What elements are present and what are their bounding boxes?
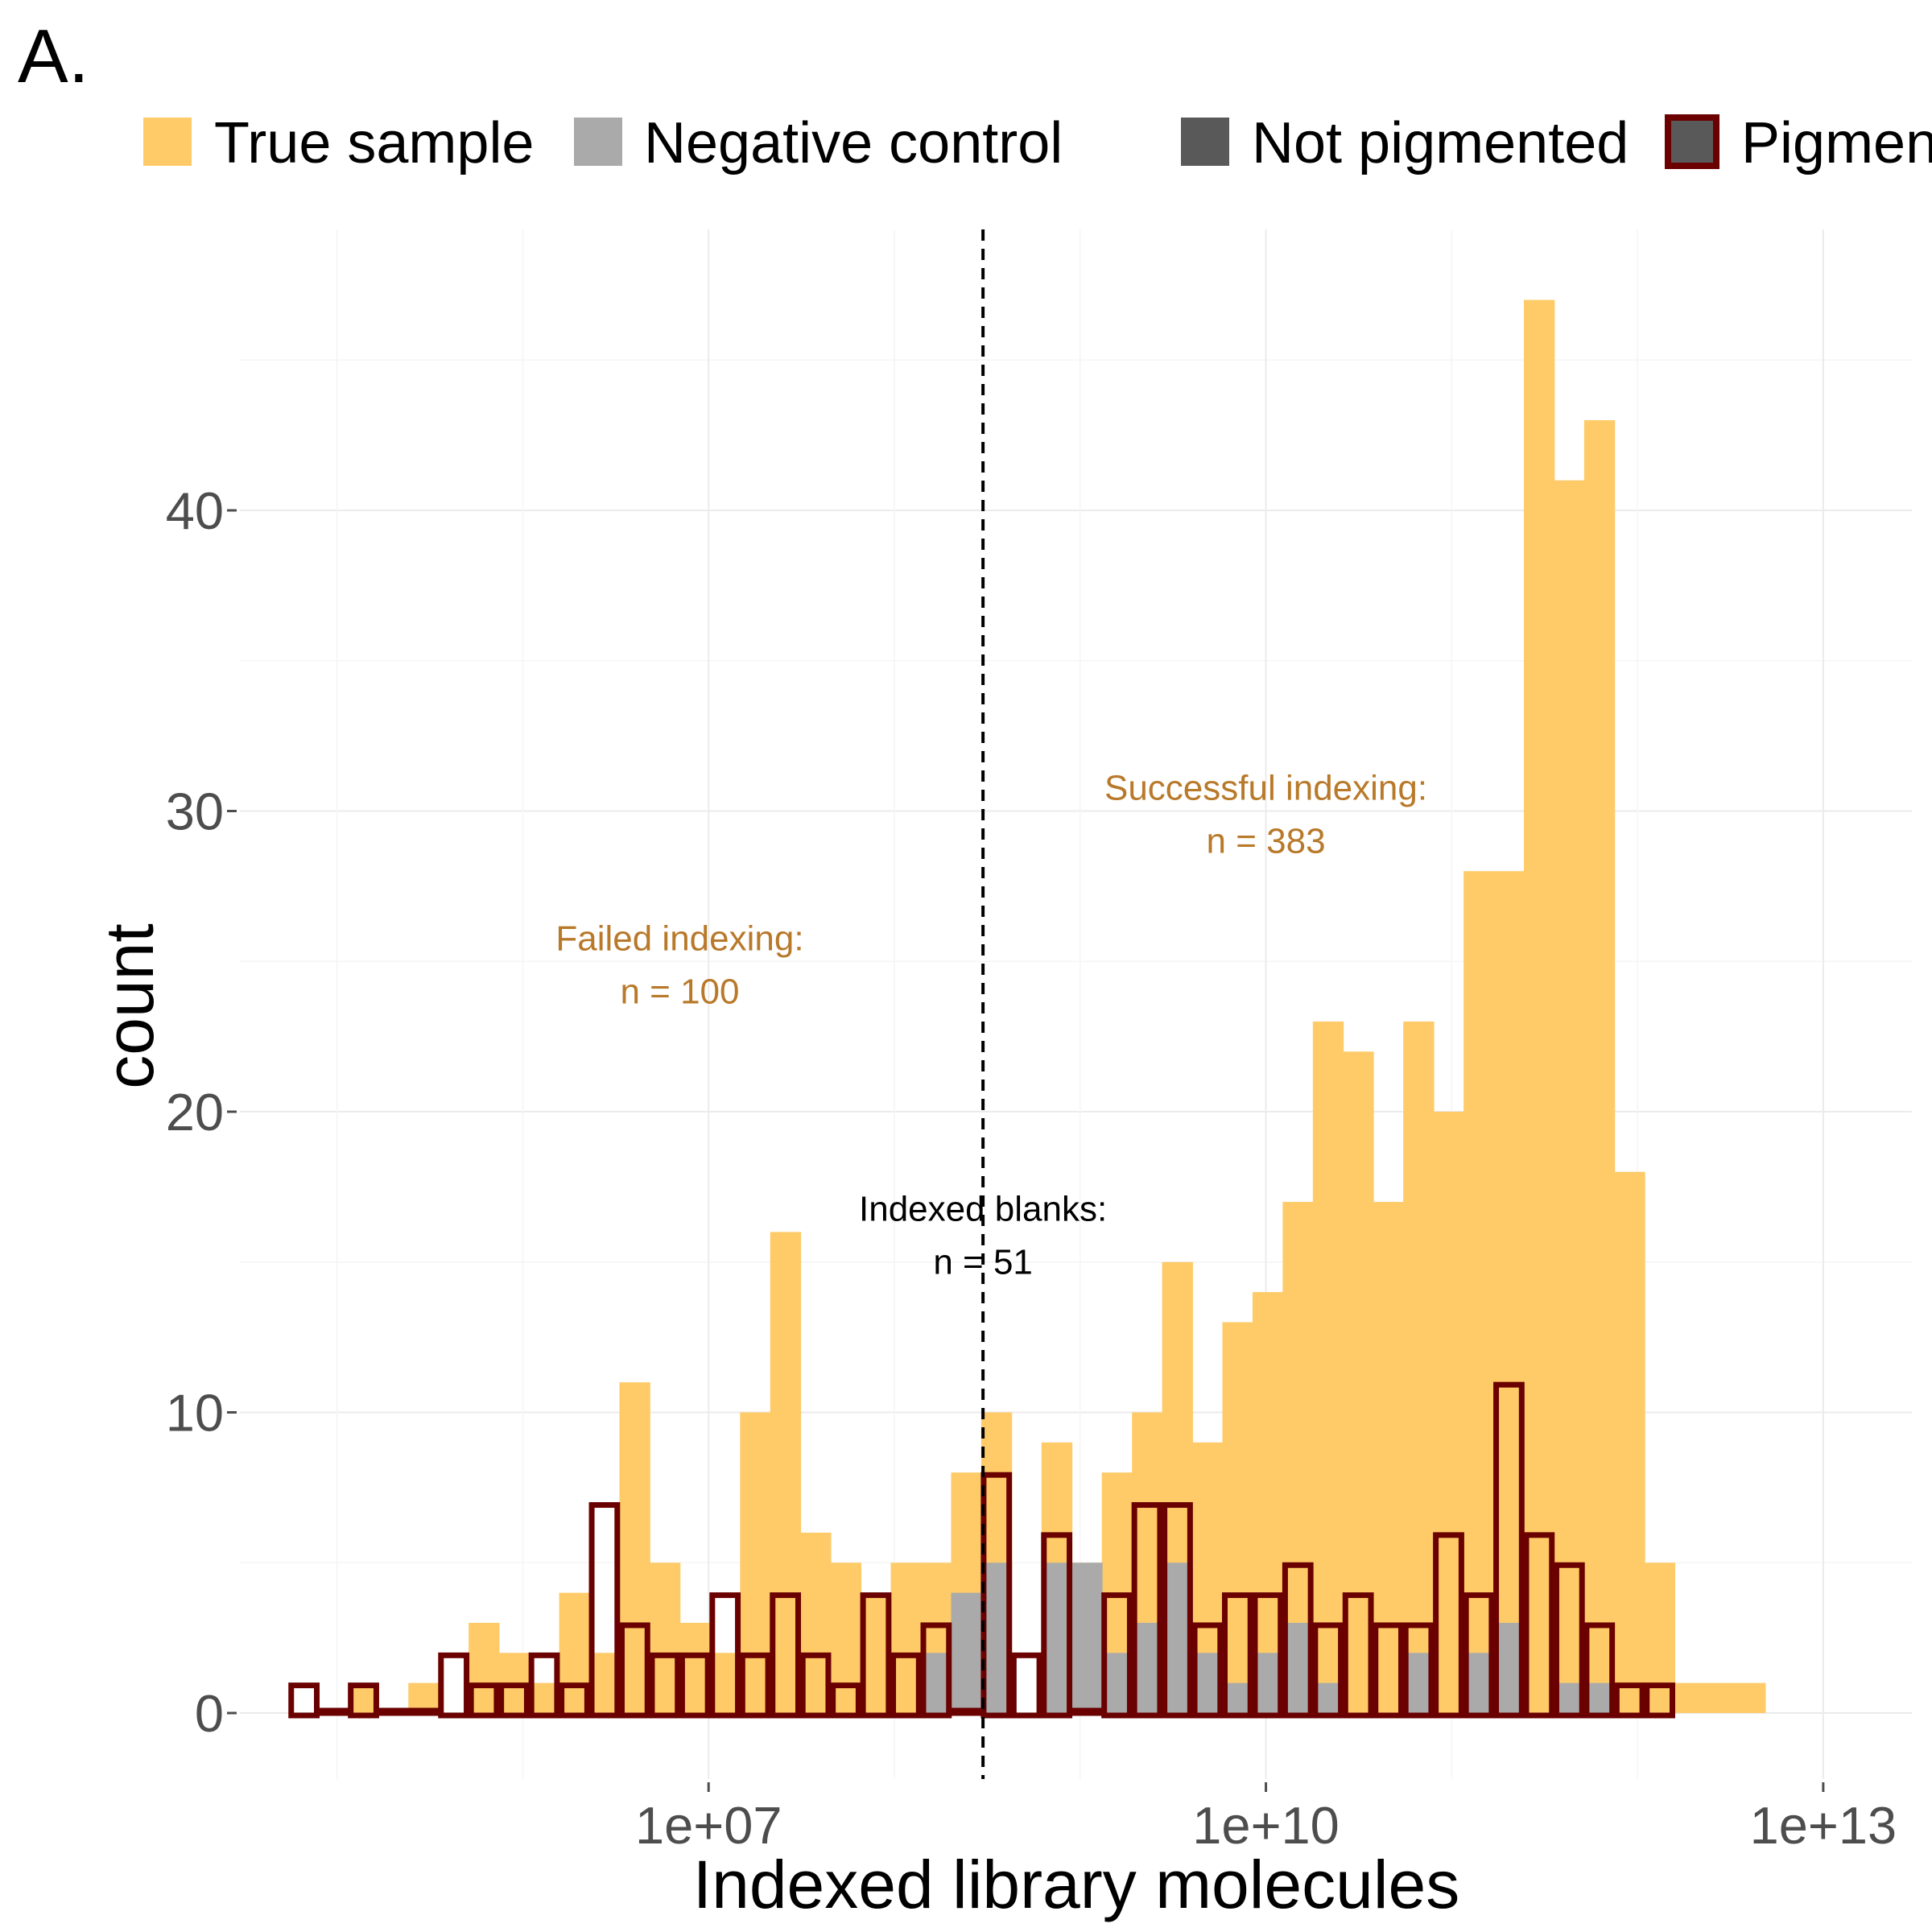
bar-pigmented: [1402, 1622, 1435, 1719]
bar-pigmented: [890, 1652, 922, 1719]
bar-pigmented: [770, 1592, 802, 1719]
y-tick-label: 30: [166, 782, 224, 841]
bar-true-sample: [1554, 480, 1585, 1713]
bar-pigmented: [559, 1682, 590, 1719]
bar-pigmented: [1131, 1502, 1163, 1719]
bar-pigmented: [1613, 1682, 1645, 1719]
bar-pigmented: [1523, 1532, 1555, 1719]
x-axis-title: Indexed library molecules: [693, 1847, 1459, 1922]
bar-pigmented: [649, 1652, 681, 1719]
legend-swatch-not-pigmented: [1181, 118, 1229, 166]
bar-pigmented: [920, 1622, 952, 1719]
bar-pigmented: [1463, 1592, 1495, 1719]
bar-pigmented: [619, 1622, 650, 1719]
panel-label: A.: [18, 14, 89, 98]
y-axis-title: count: [92, 923, 167, 1089]
bar-pigmented: [1252, 1592, 1284, 1719]
bar-pigmented: [1191, 1622, 1224, 1719]
bar-pigmented: [1221, 1592, 1253, 1719]
y-tick-label: 40: [166, 481, 224, 540]
legend-swatch-true-sample: [143, 118, 192, 166]
bar-true-sample: [1735, 1682, 1766, 1713]
annotation-text: Successful indexing:: [1104, 769, 1427, 808]
bar-pigmented: [1162, 1502, 1193, 1719]
annotation-text: n = 51: [933, 1242, 1033, 1282]
bar-true-sample: [1704, 1682, 1736, 1713]
bar-true-sample: [1312, 1021, 1344, 1713]
bar-pigmented: [288, 1682, 320, 1719]
bar-pigmented: [438, 1652, 470, 1719]
bar-pigmented: [980, 1472, 1013, 1719]
bar-pigmented: [799, 1652, 832, 1719]
bar-true-sample: [1674, 1682, 1706, 1713]
bar-pigmented: [1312, 1622, 1344, 1719]
y-tick-label: 10: [166, 1384, 224, 1443]
annotation-text: n = 100: [620, 972, 739, 1011]
grid: [240, 229, 1912, 1779]
legend-label-negative-control: Negative control: [644, 111, 1063, 175]
bar-pigmented: [1553, 1562, 1585, 1719]
bar-true-sample: [1403, 1021, 1435, 1713]
bar-pigmented: [378, 1707, 410, 1716]
axes: 0 10 20 30 40 1e+07 1e+10 1e+13: [166, 481, 1897, 1855]
bar-true-sample: [1614, 1171, 1645, 1713]
bar-true-sample: [1463, 871, 1495, 1713]
x-tick-label: 1e+10: [1192, 1796, 1340, 1855]
bar-pigmented: [407, 1707, 440, 1716]
bar-negative-control: [951, 1592, 982, 1713]
bar-pigmented: [1583, 1622, 1616, 1719]
annotation-text: Failed indexing:: [555, 919, 803, 958]
bar-pigmented: [468, 1682, 500, 1719]
bar-pigmented: [498, 1682, 530, 1719]
legend-label-true-sample: True sample: [214, 111, 534, 175]
bar-pigmented: [1071, 1707, 1103, 1716]
bar-pigmented: [1101, 1592, 1133, 1719]
x-tick-label: 1e+13: [1750, 1796, 1897, 1855]
bar-pigmented: [1373, 1622, 1405, 1719]
legend: True sample Negative control Not pigment…: [143, 111, 1932, 175]
bar-true-sample: [1523, 299, 1555, 1713]
legend-swatch-negative-control: [574, 118, 622, 166]
bar-pigmented: [1342, 1592, 1374, 1719]
bar-pigmented: [1282, 1562, 1314, 1719]
annotation-text: Indexed blanks:: [859, 1189, 1107, 1228]
bar-pigmented: [679, 1652, 711, 1719]
bar-negative-control: [1071, 1563, 1103, 1713]
bar-pigmented: [830, 1682, 861, 1719]
y-tick-label: 0: [195, 1684, 224, 1743]
annotation-text: n = 383: [1207, 822, 1326, 861]
bar-pigmented: [318, 1707, 350, 1716]
x-tick-label: 1e+07: [635, 1796, 782, 1855]
bar-pigmented: [1041, 1532, 1073, 1719]
legend-label-pigmented: Pigmented: [1741, 111, 1932, 175]
bar-pigmented: [1010, 1652, 1042, 1719]
bar-true-sample: [1583, 419, 1616, 1714]
bar-pigmented: [528, 1652, 560, 1719]
bar-pigmented: [588, 1502, 621, 1719]
bar-pigmented: [860, 1592, 892, 1719]
bar-pigmented: [1433, 1532, 1464, 1719]
annotations: Failed indexing: n = 100 Successful indexi…: [555, 769, 1427, 1282]
bar-pigmented: [1644, 1682, 1676, 1719]
bar-pigmented: [739, 1652, 771, 1719]
bar-pigmented: [950, 1707, 982, 1716]
legend-label-not-pigmented: Not pigmented: [1252, 111, 1629, 175]
bar-pigmented: [709, 1592, 741, 1719]
y-tick-label: 20: [166, 1083, 224, 1141]
legend-swatch-pigmented: [1665, 114, 1719, 169]
histogram-bars: [288, 299, 1766, 1719]
bar-pigmented: [1493, 1381, 1525, 1719]
bar-pigmented: [348, 1682, 379, 1719]
